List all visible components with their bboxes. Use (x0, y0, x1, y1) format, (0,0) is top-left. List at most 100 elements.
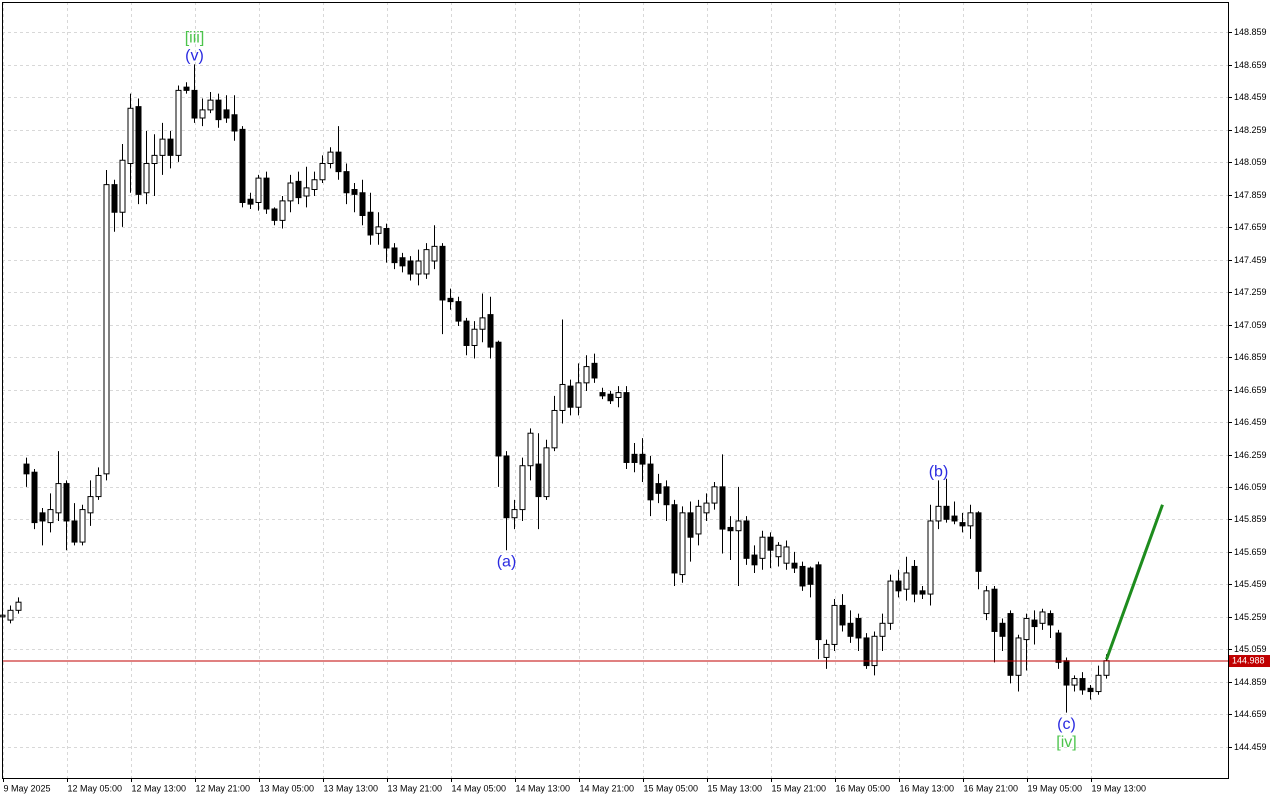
candle-body (647, 463, 654, 501)
candle-body (895, 580, 902, 592)
candle-body (1063, 660, 1070, 686)
x-tick-label: 16 May 21:00 (964, 783, 1019, 793)
candle-body (223, 109, 230, 119)
candle-body (999, 622, 1006, 637)
candle-body (935, 505, 942, 522)
x-tick-label: 13 May 21:00 (388, 783, 443, 793)
candle-body (743, 520, 750, 559)
candle-body (703, 502, 710, 514)
candle-body (351, 189, 358, 195)
candle-body (207, 99, 214, 111)
wave-label: (v) (185, 48, 204, 65)
x-tick-label: 13 May 05:00 (260, 783, 315, 793)
x-tick-label: 16 May 13:00 (900, 783, 955, 793)
candle-body (367, 211, 374, 236)
candle-body (519, 465, 526, 511)
candle-body (167, 138, 174, 156)
candle-body (911, 565, 918, 595)
y-tick-label: 146.859 (1234, 352, 1267, 362)
candle-body (407, 260, 414, 275)
candle-body (183, 86, 190, 91)
candle-body (983, 590, 990, 615)
candle-body (319, 163, 326, 181)
x-tick-label: 14 May 21:00 (580, 783, 635, 793)
candle-body (807, 567, 814, 585)
candle-body (255, 177, 262, 203)
candle-body (959, 522, 966, 527)
wave-label: [iii] (185, 30, 205, 47)
candle-body (943, 505, 950, 520)
y-tick-label: 148.259 (1234, 125, 1267, 135)
grid (2, 2, 1228, 778)
candle-body (879, 622, 886, 637)
candle-body (327, 151, 334, 165)
candle-body (527, 432, 534, 467)
candle-body (615, 392, 622, 398)
candle-body (487, 314, 494, 348)
candle-body (335, 151, 342, 173)
candle-body (199, 109, 206, 119)
y-tick-label: 144.459 (1234, 742, 1267, 752)
candle-body (1039, 611, 1046, 624)
candle-body (839, 604, 846, 626)
candle-body (927, 520, 934, 595)
candle-body (559, 383, 566, 411)
last-price-box (1229, 655, 1270, 668)
candle-body (1015, 637, 1022, 676)
candle-body (231, 114, 238, 132)
candle-body (119, 159, 126, 213)
x-tick-label: 19 May 13:00 (1092, 783, 1147, 793)
candle-body (95, 474, 102, 498)
y-tick-label: 147.259 (1234, 287, 1267, 297)
x-tick-label: 15 May 13:00 (708, 783, 763, 793)
candle-body (127, 107, 134, 165)
candle-body (775, 544, 782, 558)
wave-label: (a) (497, 553, 517, 570)
y-tick-label: 148.859 (1234, 27, 1267, 37)
candle-body (1031, 619, 1038, 628)
candle-body (79, 509, 86, 543)
candle-body (503, 455, 510, 519)
candle-body (287, 182, 294, 202)
candle-body (71, 520, 78, 543)
x-tick-label: 12 May 13:00 (132, 783, 187, 793)
candle-body (855, 617, 862, 639)
y-tick-label: 148.059 (1234, 157, 1267, 167)
y-tick-label: 146.659 (1234, 385, 1267, 395)
candle-body (631, 453, 638, 463)
x-tick-label: 14 May 05:00 (452, 783, 507, 793)
candle-body (863, 637, 870, 667)
candle-body (479, 317, 486, 330)
candle-body (1103, 660, 1110, 676)
candle-body (343, 171, 350, 194)
candle-body (751, 554, 758, 566)
candle-body (583, 366, 590, 384)
candle-body (711, 486, 718, 504)
candle-body (135, 106, 142, 195)
x-tick-label: 13 May 13:00 (324, 783, 379, 793)
candle-body (1079, 678, 1086, 691)
candle-body (639, 453, 646, 465)
candle-body (1007, 613, 1014, 676)
candle-body (31, 471, 38, 524)
y-tick-label: 146.459 (1234, 417, 1267, 427)
candle-body (567, 385, 574, 408)
candle-body (111, 184, 118, 213)
candle-body (471, 328, 478, 346)
candle-body (679, 512, 686, 576)
candle-body (1071, 678, 1078, 686)
y-tick-label: 146.259 (1234, 450, 1267, 460)
candle-body (1023, 617, 1030, 641)
candle-body (783, 546, 790, 564)
candle-body (87, 496, 94, 514)
candle-body (759, 536, 766, 559)
candle-body (543, 447, 550, 498)
y-tick-label: 144.859 (1234, 677, 1267, 687)
candle-body (303, 187, 310, 197)
candle-body (7, 609, 14, 621)
y-tick-label: 144.659 (1234, 709, 1267, 719)
candle-body (575, 382, 582, 408)
candle-body (735, 520, 742, 532)
candle-body (1055, 632, 1062, 663)
